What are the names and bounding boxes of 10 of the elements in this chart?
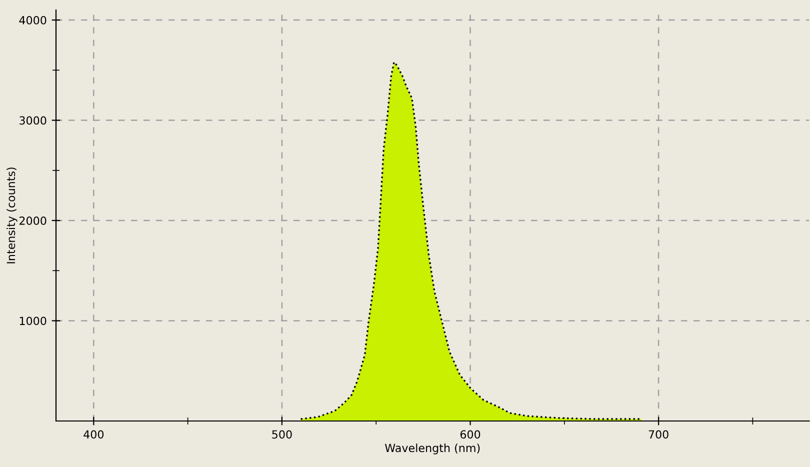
y-tick-label: 1000 [20, 316, 46, 326]
x-tick-label: 600 [460, 430, 480, 439]
y-tick-label: 3000 [20, 116, 46, 125]
y-tick-label: 2000 [20, 216, 46, 225]
x-axis-title: Wavelength (nm) [384, 444, 480, 454]
x-tick-label: 400 [84, 430, 104, 439]
x-tick-label: 500 [272, 430, 292, 439]
x-tick-label: 700 [648, 430, 668, 439]
y-tick-label: 4000 [19, 16, 46, 24]
y-axis-title: Intensity (counts) [6, 168, 18, 264]
